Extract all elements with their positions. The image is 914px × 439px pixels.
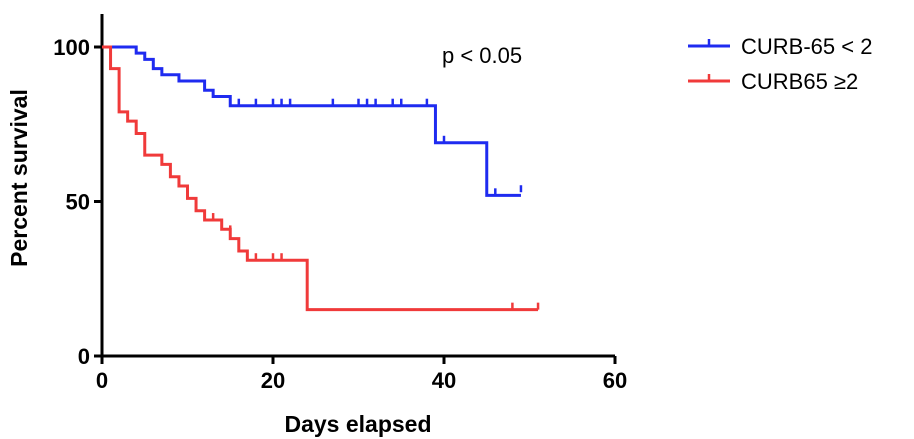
x-tick-label: 60 <box>603 368 627 393</box>
x-axis-title: Days elapsed <box>284 411 431 437</box>
legend-label: CURB-65 < 2 <box>741 34 872 59</box>
tick-group: 0 50 100 0 20 40 60 <box>53 35 627 393</box>
survival-curve-line <box>102 45 521 197</box>
survival-curve-line <box>102 45 539 312</box>
series-layer <box>102 45 540 312</box>
x-tick-label: 0 <box>96 368 108 393</box>
series-1 <box>102 45 523 197</box>
p-value-annotation: p < 0.05 <box>442 43 522 68</box>
series-2 <box>102 45 540 312</box>
y-tick-label: 100 <box>53 35 90 60</box>
legend-item: CURB65 ≥2 <box>688 69 858 94</box>
legend-label: CURB65 ≥2 <box>741 69 858 94</box>
y-tick-label: 50 <box>66 190 90 215</box>
y-tick-label: 0 <box>78 344 90 369</box>
x-tick-label: 20 <box>261 368 285 393</box>
y-axis-title: Percent survival <box>6 89 32 267</box>
legend-item: CURB-65 < 2 <box>688 34 872 59</box>
x-tick-label: 40 <box>432 368 456 393</box>
axes <box>100 14 615 358</box>
legend: CURB-65 < 2 CURB65 ≥2 <box>688 34 872 94</box>
